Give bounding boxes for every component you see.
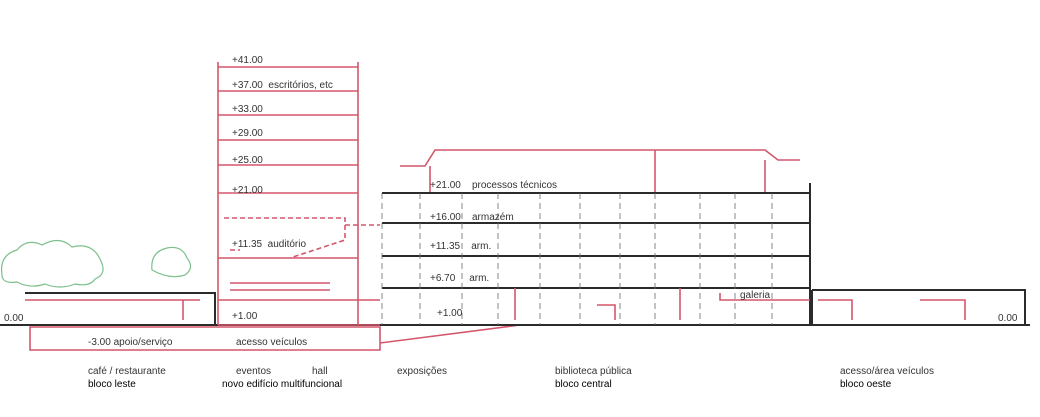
- level-label: +11.35 auditório: [232, 239, 306, 250]
- zone-label: acesso/área veículos: [840, 366, 934, 377]
- annotation: 0.00: [998, 313, 1018, 324]
- level-label: +37.00 escritórios, etc: [232, 80, 333, 91]
- zone-label: hall: [312, 366, 328, 377]
- level-label: +16.00 armazém: [430, 212, 514, 223]
- annotation: acesso veículos: [236, 337, 307, 348]
- level-label: +11.35 arm.: [430, 241, 491, 252]
- level-label: +6.70 arm.: [430, 273, 489, 284]
- level-label: +41.00: [232, 55, 263, 66]
- level-label: +21.00: [232, 185, 263, 196]
- annotation: galeria: [740, 290, 770, 301]
- zone-block: novo edifício multifuncional: [222, 379, 342, 390]
- level-label: +33.00: [232, 104, 263, 115]
- level-label: +1.00: [232, 311, 258, 322]
- zone-label: exposições: [397, 366, 447, 377]
- level-label: +21.00 processos técnicos: [430, 180, 557, 191]
- level-label: +1.00: [437, 308, 463, 319]
- zone-block: bloco leste: [88, 379, 136, 390]
- zone-label: biblioteca pública: [555, 366, 632, 377]
- zone-label: café / restaurante: [88, 366, 166, 377]
- level-label: +29.00: [232, 128, 263, 139]
- zone-label: eventos: [236, 366, 271, 377]
- labels: +41.00 +37.00 escritórios, etc +33.00 +2…: [4, 55, 1018, 390]
- zone-block: bloco oeste: [840, 379, 892, 390]
- level-label: +25.00: [232, 155, 263, 166]
- annotation: -3.00 apoio/serviço: [88, 337, 173, 348]
- annotation: 0.00: [4, 313, 24, 324]
- zone-block: bloco central: [555, 379, 612, 390]
- linework: [0, 62, 1030, 351]
